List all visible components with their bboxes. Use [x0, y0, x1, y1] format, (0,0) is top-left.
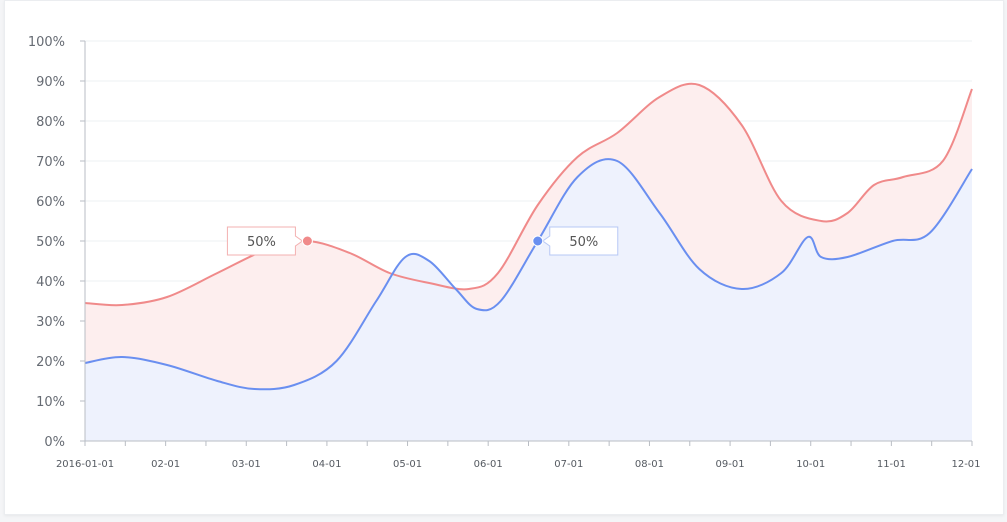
x-tick-label: 11-01 [877, 459, 906, 470]
series-2-area [85, 159, 972, 441]
series-areas [85, 83, 972, 442]
tooltip-point [532, 235, 544, 247]
tooltip-label: 50% [569, 235, 598, 250]
y-tick-label: 50% [36, 235, 65, 250]
y-tick-label: 90% [36, 75, 65, 90]
x-tick-label: 06-01 [474, 459, 503, 470]
x-tick-label: 04-01 [312, 459, 341, 470]
y-tick-label: 10% [36, 395, 65, 410]
x-tick-label: 09-01 [716, 459, 745, 470]
tooltip-point [301, 235, 313, 247]
x-tick-label: 10-01 [796, 459, 825, 470]
x-tick-label: 08-01 [635, 459, 664, 470]
x-tick-label: 03-01 [232, 459, 261, 470]
x-tick-label: 2016-01-01 [56, 459, 114, 470]
x-axis-ticks: 2016-01-01 02-01 03-01 04-01 05-01 06-01 07-01… [56, 441, 981, 470]
x-tick-label: 02-01 [151, 459, 180, 470]
y-tick-label: 100% [28, 35, 65, 50]
y-tick-label: 80% [36, 115, 65, 130]
series-2-line [84, 158, 973, 391]
y-tick-label: 0% [44, 435, 65, 450]
tooltip-1: 50% [226, 226, 313, 256]
tooltips: 50% 50% [226, 226, 619, 256]
tooltip-2: 50% [532, 226, 619, 256]
y-tick-label: 60% [36, 195, 65, 210]
y-axis-ticks: 0% 10% 20% 30% 40% 50% 60% 70% 80% 90% 100% [28, 35, 85, 450]
y-tick-label: 40% [36, 275, 65, 290]
y-tick-label: 70% [36, 155, 65, 170]
y-tick-label: 30% [36, 315, 65, 330]
y-tick-label: 20% [36, 355, 65, 370]
x-tick-label: 05-01 [393, 459, 422, 470]
tooltip-label: 50% [247, 235, 276, 250]
tooltip-box [541, 226, 619, 256]
x-tick-label: 12-01 [951, 459, 980, 470]
tooltip-box [226, 226, 304, 256]
x-tick-label: 07-01 [554, 459, 583, 470]
